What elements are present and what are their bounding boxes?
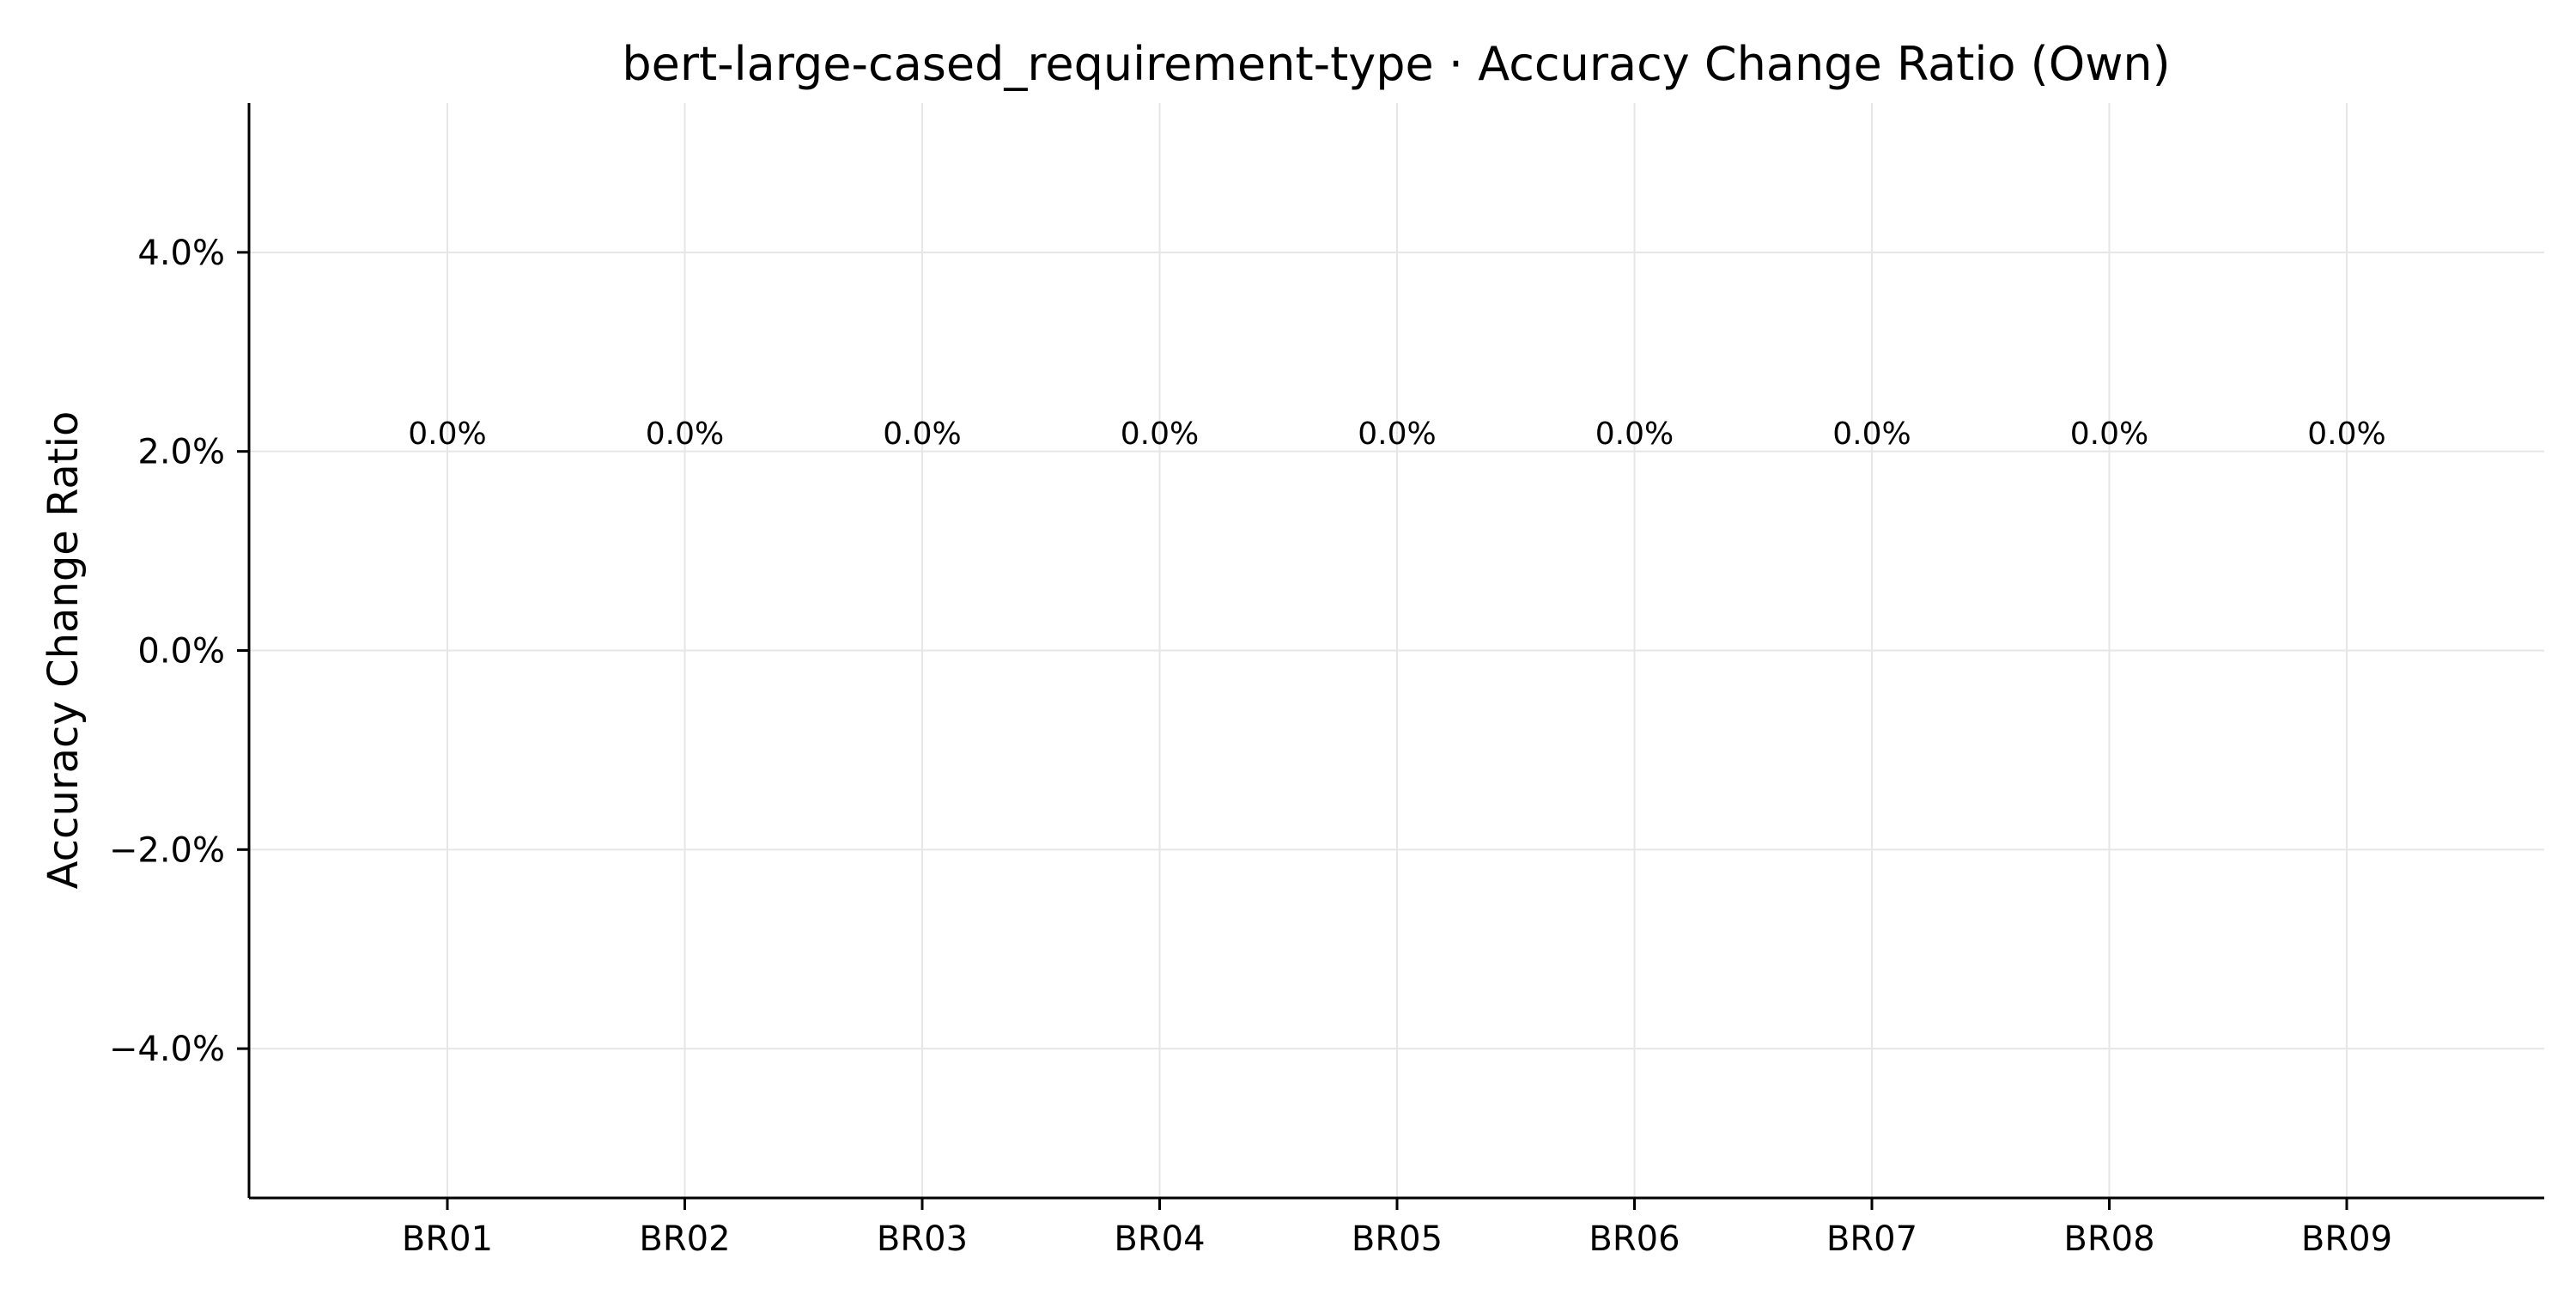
data-label: 0.0% <box>408 416 486 452</box>
x-tick-label: BR06 <box>1589 1219 1680 1259</box>
x-tick-label: BR02 <box>639 1219 730 1259</box>
y-axis-label: Accuracy Change Ratio <box>39 411 88 890</box>
y-axis-ticks: −4.0% −2.0% 0.0% 2.0% 4.0% <box>109 234 249 1069</box>
x-tick-label: BR07 <box>1826 1219 1917 1259</box>
y-tick-label: 2.0% <box>137 433 225 472</box>
x-tick-label: BR09 <box>2301 1219 2392 1259</box>
x-tick-label: BR03 <box>877 1219 968 1259</box>
data-label: 0.0% <box>1358 416 1436 452</box>
grid <box>249 103 2544 1198</box>
data-label: 0.0% <box>2307 416 2385 452</box>
data-label: 0.0% <box>883 416 961 452</box>
data-label: 0.0% <box>1121 416 1199 452</box>
y-tick-label: 4.0% <box>137 234 225 273</box>
y-tick-label: −2.0% <box>109 830 225 870</box>
data-labels: 0.0% 0.0% 0.0% 0.0% 0.0% 0.0% 0.0% 0.0% 0.0% <box>408 416 2385 452</box>
data-label: 0.0% <box>1832 416 1911 452</box>
y-tick-label: 0.0% <box>137 632 225 672</box>
x-axis-ticks: BR01 BR02 BR03 BR04 BR05 BR06 BR07 BR08 BR09 <box>402 1198 2392 1259</box>
x-tick-label: BR01 <box>402 1219 493 1259</box>
x-tick-label: BR04 <box>1114 1219 1205 1259</box>
data-label: 0.0% <box>1595 416 1674 452</box>
data-label: 0.0% <box>2070 416 2148 452</box>
y-tick-label: −4.0% <box>109 1030 225 1069</box>
chart-title: bert-large-cased_requirement-type · Accu… <box>622 37 2170 91</box>
x-tick-label: BR05 <box>1352 1219 1443 1259</box>
data-label: 0.0% <box>646 416 724 452</box>
x-tick-label: BR08 <box>2063 1219 2154 1259</box>
